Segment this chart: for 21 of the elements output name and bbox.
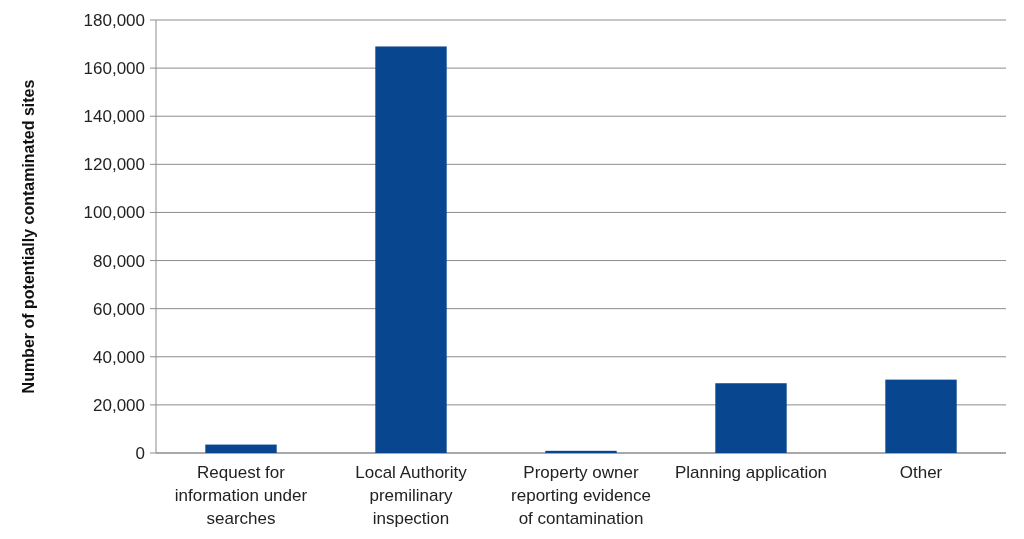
x-tick-label: Request for information under searches: [174, 463, 308, 528]
y-tick-label: 80,000: [93, 251, 145, 271]
x-tick-label: Planning application: [674, 463, 828, 482]
y-tick-label: 180,000: [83, 10, 145, 30]
bar: [715, 383, 787, 453]
y-axis-title: Number of potentially contaminated sites: [20, 79, 37, 394]
y-tick-label: 120,000: [83, 155, 145, 175]
y-tick-label: 20,000: [93, 395, 145, 415]
y-tick-label: 60,000: [93, 299, 145, 319]
y-tick-label: 140,000: [83, 107, 145, 127]
x-tick-label: Property owner reporting evidence of contamination: [511, 463, 651, 528]
bar: [885, 379, 957, 453]
y-tick-label: 40,000: [93, 347, 145, 367]
bar: [205, 444, 277, 453]
x-tick-label: Local Authority premilinary inspection: [355, 463, 468, 528]
bar: [375, 46, 447, 453]
y-tick-label: 160,000: [83, 59, 145, 79]
x-tick-label: Other: [899, 463, 943, 482]
y-tick-label: 100,000: [83, 203, 145, 223]
y-tick-label: 0: [135, 443, 145, 463]
bar: [545, 450, 617, 453]
